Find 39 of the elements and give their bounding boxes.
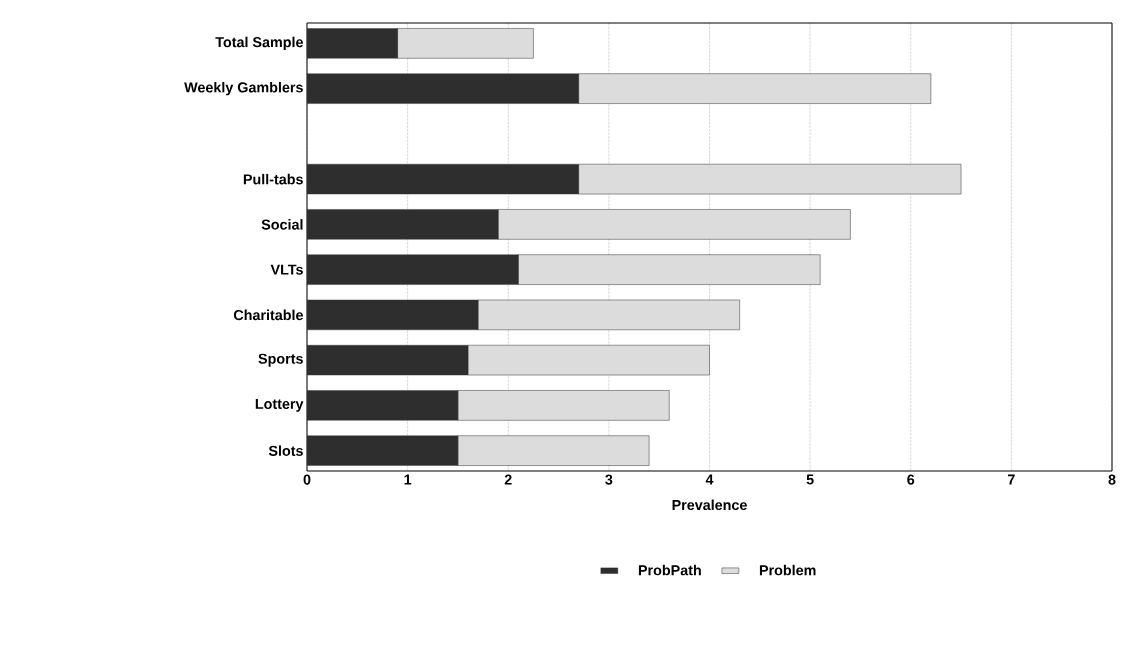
bar — [578, 73, 932, 104]
y-tick-label: Weekly Gamblers — [184, 81, 303, 96]
bar — [578, 164, 962, 195]
y-tick-label: Total Sample — [215, 36, 303, 51]
x-tick-label: 4 — [705, 474, 714, 485]
bar — [397, 28, 534, 59]
legend-label: ProbPath — [638, 564, 701, 576]
x-axis-title: Prevalence — [672, 499, 747, 511]
x-tick-label: 3 — [605, 474, 613, 485]
bar — [457, 390, 670, 421]
y-tick-label: VLTs — [270, 264, 303, 275]
bar — [307, 254, 519, 285]
bar — [307, 164, 579, 195]
bar — [307, 299, 479, 331]
bar — [518, 254, 821, 285]
y-tick-label: Lottery — [255, 398, 304, 412]
x-tick-label: 2 — [504, 474, 512, 485]
y-tick-label: Charitable — [233, 309, 303, 321]
y-tick-label: Slots — [268, 445, 303, 456]
x-tick-label: 1 — [404, 474, 412, 485]
y-tick-label: Sports — [258, 353, 303, 367]
bar — [477, 299, 740, 331]
x-tick-label: 7 — [1008, 474, 1015, 485]
x-tick-label: 0 — [303, 474, 311, 485]
x-tick-label: 5 — [806, 474, 814, 485]
bar — [307, 73, 579, 104]
y-tick-label: Pull-tabs — [243, 173, 303, 185]
legend-label: Problem — [759, 564, 816, 576]
bar — [307, 28, 398, 59]
bar — [307, 435, 459, 466]
x-tick-label: 8 — [1108, 474, 1116, 485]
bar — [457, 435, 650, 466]
bar — [307, 209, 499, 240]
bar — [467, 345, 710, 376]
y-tick-label: Social — [261, 219, 303, 230]
x-tick-label: 6 — [907, 474, 915, 485]
bar — [307, 390, 459, 421]
bar — [307, 345, 469, 376]
bar — [497, 209, 851, 240]
